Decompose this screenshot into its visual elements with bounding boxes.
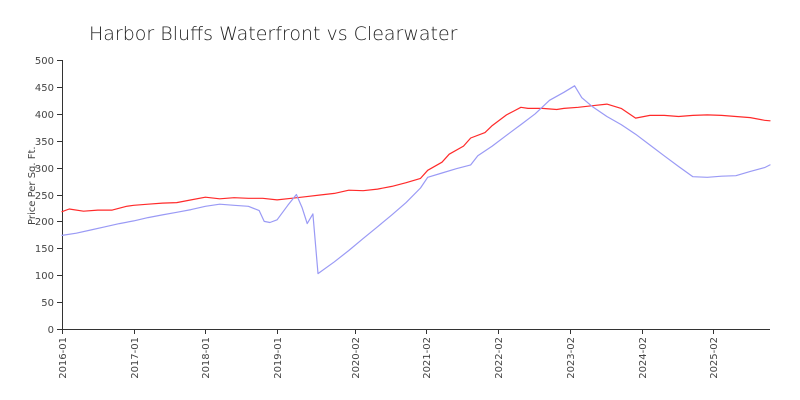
- y-tick-label: 100: [35, 271, 54, 282]
- x-tick-label: 2021-02: [422, 337, 433, 379]
- x-tick-label: 2025-02: [709, 337, 720, 379]
- y-tick-label: 300: [35, 164, 54, 175]
- x-tick-label: 2022-02: [494, 337, 505, 379]
- y-tick-label: 150: [35, 244, 54, 255]
- x-tick-label: 2016-01: [58, 337, 69, 379]
- x-tick-label: 2017-01: [130, 337, 141, 379]
- y-tick-label: 500: [35, 56, 54, 67]
- x-axis: 2016-01 2017-01 2018-01 2019-01 2020-02 2021-…: [58, 329, 770, 379]
- series-layer: [61, 85, 771, 275]
- x-tick-label: 2023-02: [566, 337, 577, 379]
- y-tick-label: 0: [48, 325, 54, 336]
- x-tick-label: 2018-01: [201, 337, 212, 379]
- y-tick-label: 400: [35, 110, 54, 121]
- series-line-harbor-bluffs-waterfront: [61, 103, 771, 213]
- x-tick-label: 2019-01: [273, 337, 284, 379]
- y-tick-label: 350: [35, 137, 54, 148]
- x-tick-label: 2020-02: [351, 337, 362, 379]
- chart-title: Harbor Bluffs Waterfront vs Clearwater: [89, 23, 458, 45]
- y-tick-label: 450: [35, 83, 54, 94]
- y-tick-label: 250: [35, 191, 54, 202]
- y-tick-label: 200: [35, 217, 54, 228]
- y-axis-label: Price Per Sq. Ft.: [27, 146, 38, 225]
- y-axis: 0 50 100 150 200 250 300 350 400 450 500: [35, 56, 63, 336]
- series-line-clearwater: [61, 85, 771, 275]
- x-tick-label: 2024-02: [638, 337, 649, 379]
- y-tick-label: 50: [41, 298, 54, 309]
